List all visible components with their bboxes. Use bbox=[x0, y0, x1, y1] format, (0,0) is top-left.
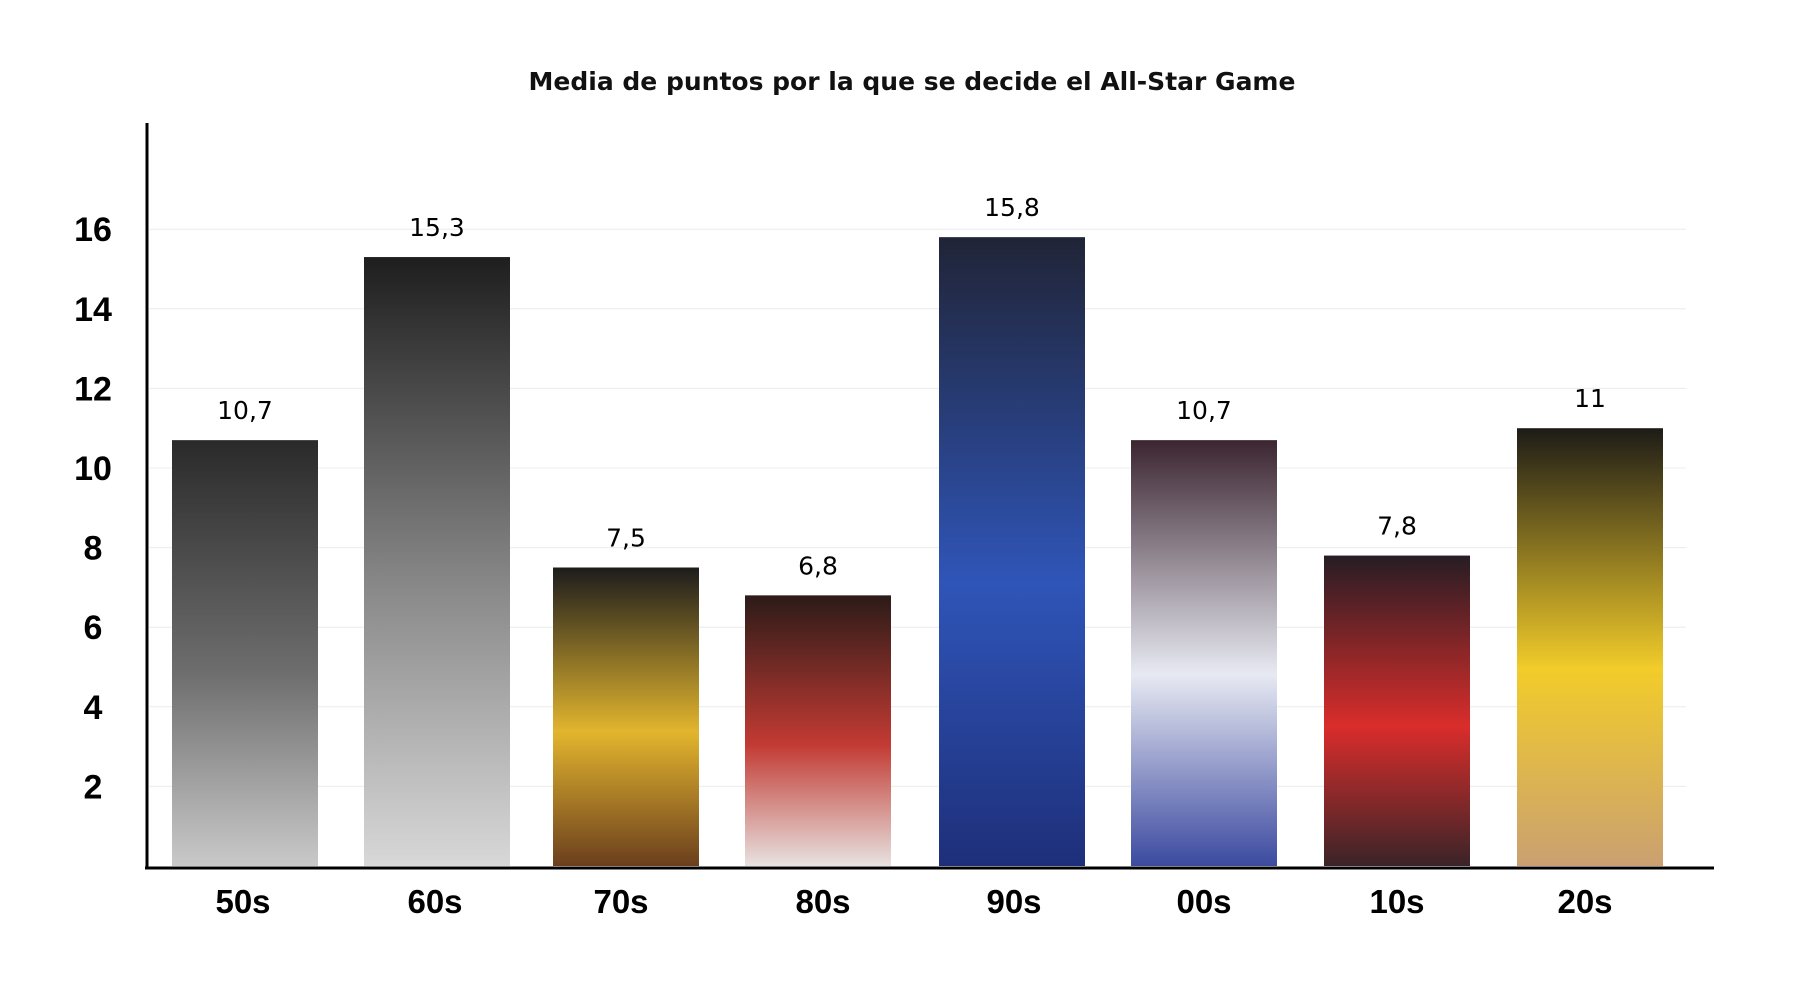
bar-60s bbox=[364, 257, 510, 866]
chart-title: Media de puntos por la que se decide el … bbox=[529, 67, 1296, 96]
bar-20s bbox=[1517, 428, 1663, 866]
x-tick-label: 70s bbox=[593, 883, 648, 920]
data-label-00s: 10,7 bbox=[1176, 396, 1232, 425]
bar-00s bbox=[1131, 440, 1277, 866]
data-label-50s: 10,7 bbox=[217, 396, 273, 425]
bar-70s bbox=[553, 567, 699, 866]
x-tick-label: 90s bbox=[986, 883, 1041, 920]
y-tick-label: 10 bbox=[74, 450, 112, 488]
y-tick-label: 16 bbox=[74, 211, 112, 249]
x-tick-label: 00s bbox=[1176, 883, 1231, 920]
data-label-80s: 6,8 bbox=[798, 551, 838, 580]
y-tick-label: 4 bbox=[84, 689, 103, 727]
data-label-70s: 7,5 bbox=[606, 524, 646, 553]
bar-90s bbox=[939, 237, 1085, 866]
y-tick-label: 2 bbox=[84, 768, 103, 806]
x-tick-label: 50s bbox=[215, 883, 270, 920]
y-axis-ticks: 2 4 6 8 10 12 14 16 bbox=[74, 211, 112, 806]
data-labels: 10,7 15,3 7,5 6,8 15,8 10,7 7,8 11 bbox=[217, 193, 1606, 580]
bar-10s bbox=[1324, 555, 1470, 866]
data-label-90s: 15,8 bbox=[984, 193, 1040, 222]
bar-80s bbox=[745, 595, 891, 866]
y-tick-label: 14 bbox=[74, 291, 112, 329]
x-tick-label: 10s bbox=[1369, 883, 1424, 920]
x-axis-ticks: 50s 60s 70s 80s 90s 00s 10s 20s bbox=[215, 883, 1612, 920]
x-tick-label: 20s bbox=[1557, 883, 1612, 920]
y-tick-label: 6 bbox=[84, 609, 103, 647]
bars bbox=[172, 237, 1663, 866]
data-label-10s: 7,8 bbox=[1377, 512, 1417, 541]
y-tick-label: 12 bbox=[74, 370, 112, 408]
data-label-20s: 11 bbox=[1574, 384, 1606, 413]
bar-50s bbox=[172, 440, 318, 866]
y-tick-label: 8 bbox=[84, 530, 103, 568]
x-tick-label: 80s bbox=[795, 883, 850, 920]
x-tick-label: 60s bbox=[407, 883, 462, 920]
data-label-60s: 15,3 bbox=[409, 213, 465, 242]
